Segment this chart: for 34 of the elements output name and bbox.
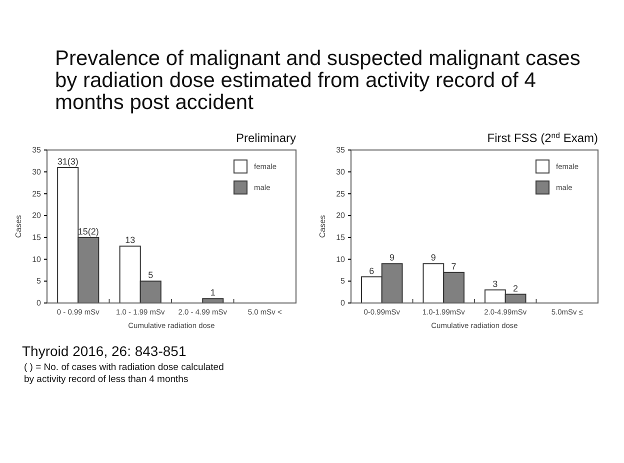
data-label: 31(3) [57, 156, 78, 166]
data-label: 13 [125, 235, 136, 246]
y-tick-label: 15 [336, 232, 346, 242]
data-label: 7 [451, 261, 456, 272]
data-label: 15(2) [78, 226, 99, 236]
y-tick-label: 0 [340, 298, 346, 308]
data-label: 2 [513, 283, 518, 294]
y-tick-label: 20 [32, 211, 42, 220]
chart-title: First FSS (2$^{nd}$ Exam) [487, 130, 598, 145]
y-tick-label: 5 [36, 276, 42, 286]
data-label: 1 [210, 288, 216, 298]
text: Thyroid 2016, 26: 843-851 [22, 343, 186, 359]
y-tick-label: 25 [336, 189, 346, 198]
data-label: 3 [492, 278, 498, 289]
y-tick-label: 15 [32, 232, 42, 242]
data-label: 5 [148, 270, 154, 280]
data-label: 6 [369, 266, 374, 276]
text: ( ) = No. of cases with radiation dose calculated by activity record of less than 4 months [24, 362, 225, 386]
y-tick-label: 5 [340, 276, 346, 286]
y-tick-label: 25 [32, 189, 42, 198]
y-axis-title: Cases [318, 215, 327, 238]
y-tick-label: 10 [336, 254, 346, 264]
text: Prevalence of malignant and suspected malignant cases by radiation dose estimated from activity record of 4 months post accident [55, 47, 582, 114]
y-tick-label: 35 [336, 146, 346, 155]
y-axis-title: Cases [14, 215, 23, 238]
y-tick-label: 30 [32, 167, 42, 176]
y-tick-label: 10 [32, 254, 42, 264]
data-label: 9 [390, 252, 395, 263]
y-tick-label: 0 [36, 298, 42, 308]
chart-title: Preliminary [236, 131, 296, 145]
y-tick-label: 20 [336, 211, 346, 220]
y-tick-label: 35 [32, 146, 42, 155]
data-label: 9 [430, 252, 436, 263]
y-tick-label: 30 [336, 167, 346, 176]
